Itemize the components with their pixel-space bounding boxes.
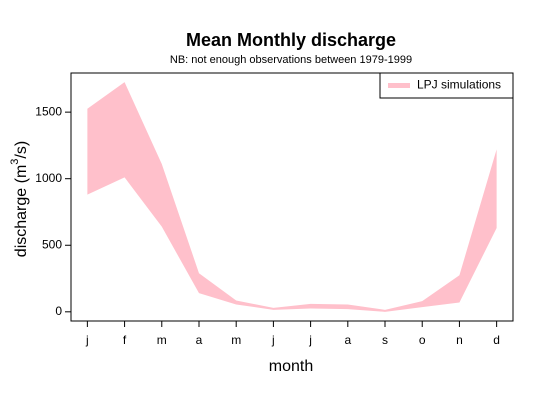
x-tick-label: j [271, 333, 275, 347]
x-tick-label: j [85, 333, 89, 347]
x-tick-label: j [308, 333, 312, 347]
plot-frame [70, 72, 514, 322]
x-tick-label: m [231, 333, 241, 347]
x-tick-label: d [493, 333, 500, 347]
chart-subtitle: NB: not enough observations between 1979… [170, 54, 412, 66]
legend-label: LPJ simulations [417, 78, 501, 92]
x-tick-label: n [456, 333, 463, 347]
y-axis-title-superscript: 3 [9, 159, 21, 165]
y-tick-label: 500 [42, 237, 62, 251]
x-tick-label: f [123, 333, 127, 347]
x-tick-label: a [196, 333, 203, 347]
y-axis-title-part: discharge (m [13, 165, 30, 257]
y-tick-label: 1500 [35, 104, 62, 118]
chart-title: Mean Monthly discharge [186, 30, 396, 50]
x-tick-label: m [157, 333, 167, 347]
x-tick-label: a [344, 333, 351, 347]
y-axis-title-part: /s) [13, 141, 30, 159]
y-axis-title: discharge (m3/s) [9, 141, 30, 257]
x-tick-label: s [382, 333, 388, 347]
x-tick-label: o [419, 333, 426, 347]
band-area [87, 82, 497, 312]
y-tick-label: 1000 [35, 171, 62, 185]
y-tick-label: 0 [55, 304, 62, 318]
x-axis-title: month [269, 358, 313, 375]
